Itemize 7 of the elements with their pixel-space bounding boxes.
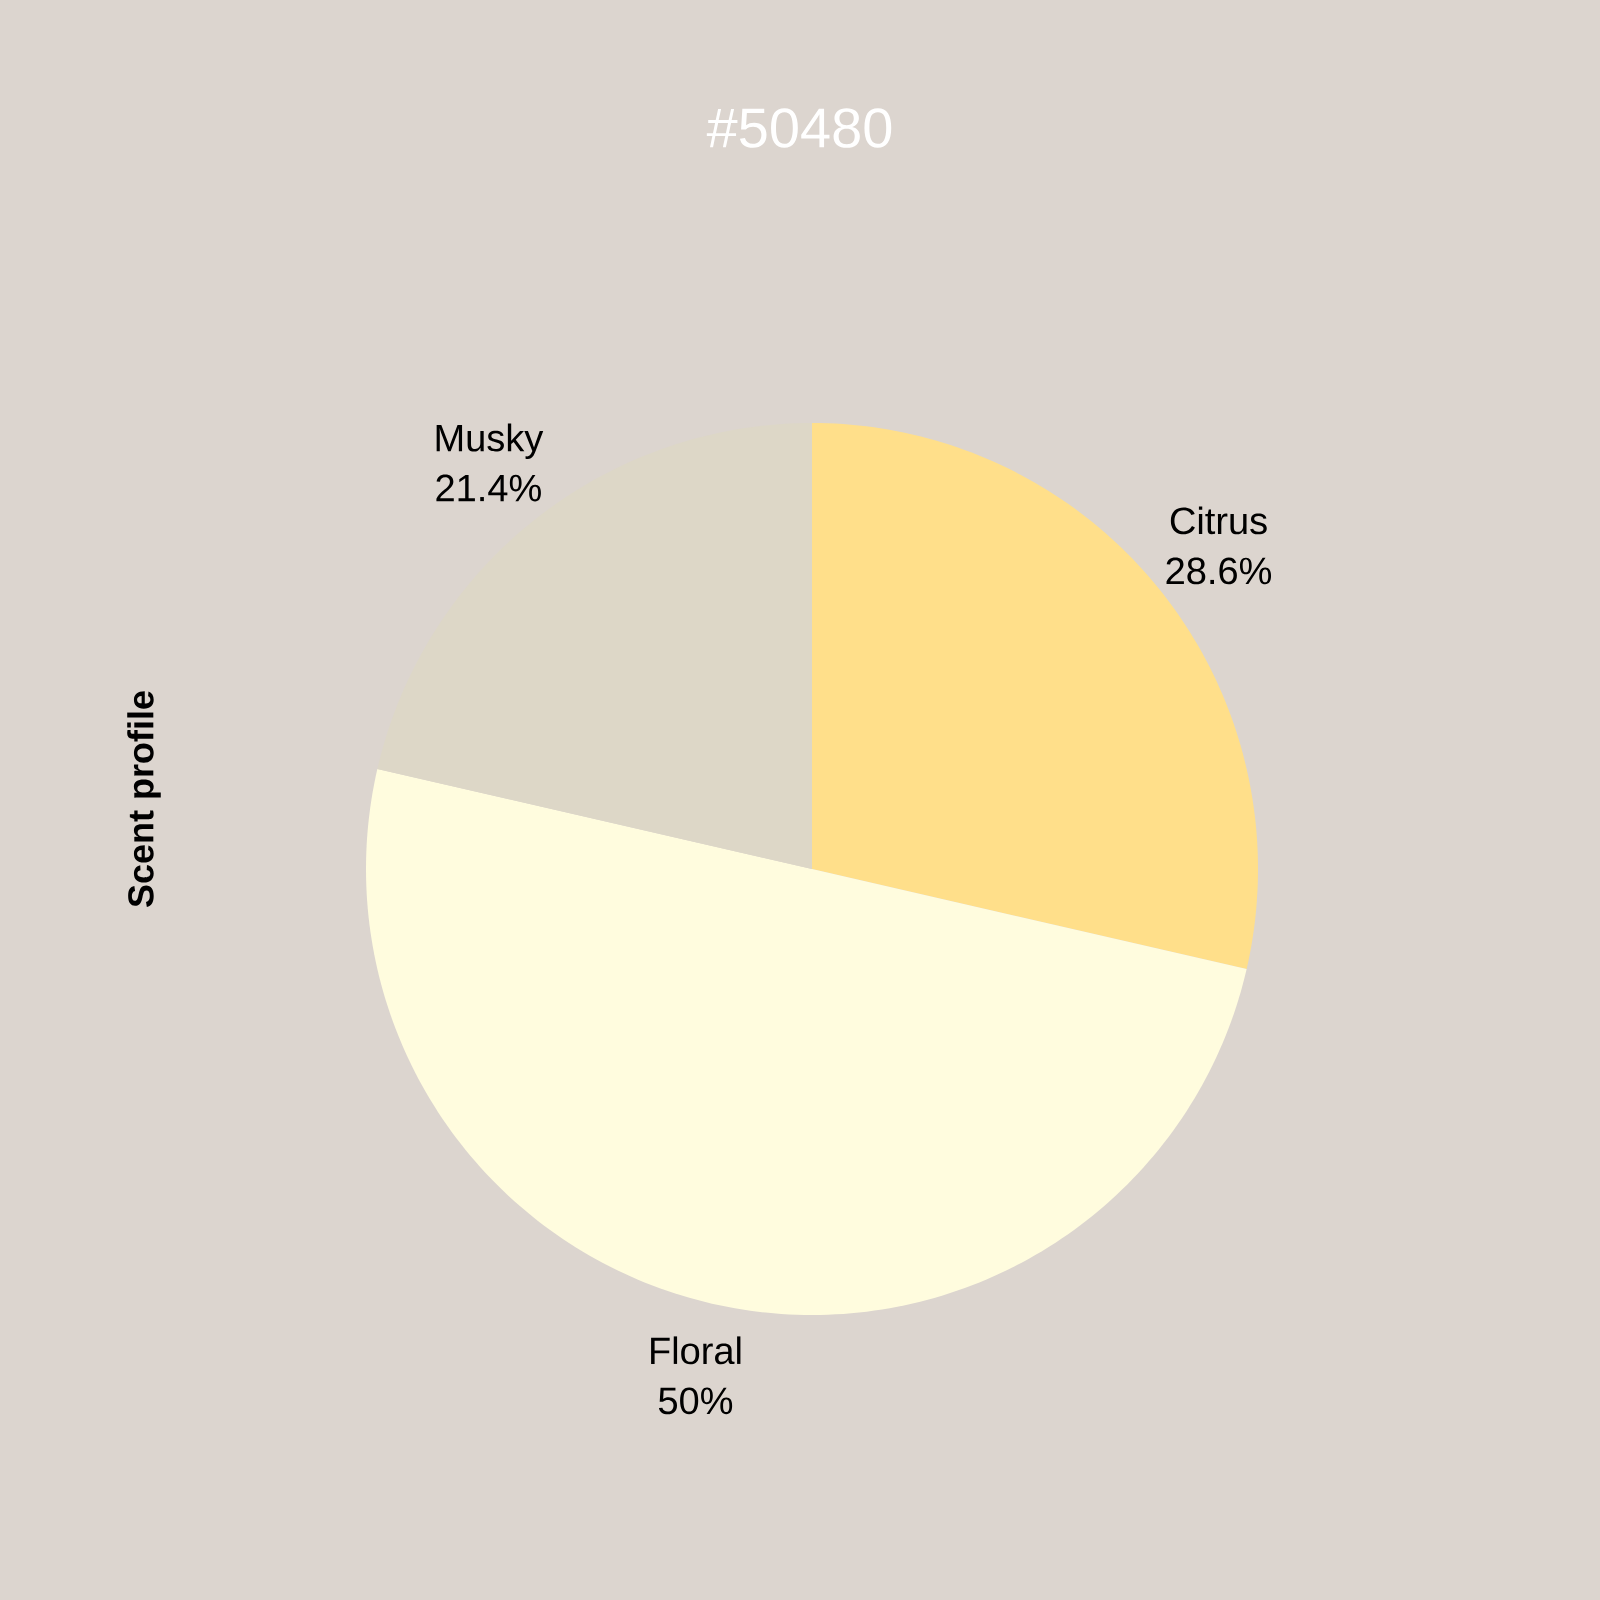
- text: Scent profile: [127, 691, 161, 907]
- data-label: 28.6%: [1166, 557, 1272, 585]
- data-label: 50%: [658, 1387, 733, 1415]
- slice-label: Citrus: [1170, 506, 1267, 535]
- slice-label: Floral: [651, 1336, 741, 1365]
- data-label: 21.4%: [436, 474, 541, 502]
- slice-label: Musky: [436, 423, 544, 460]
